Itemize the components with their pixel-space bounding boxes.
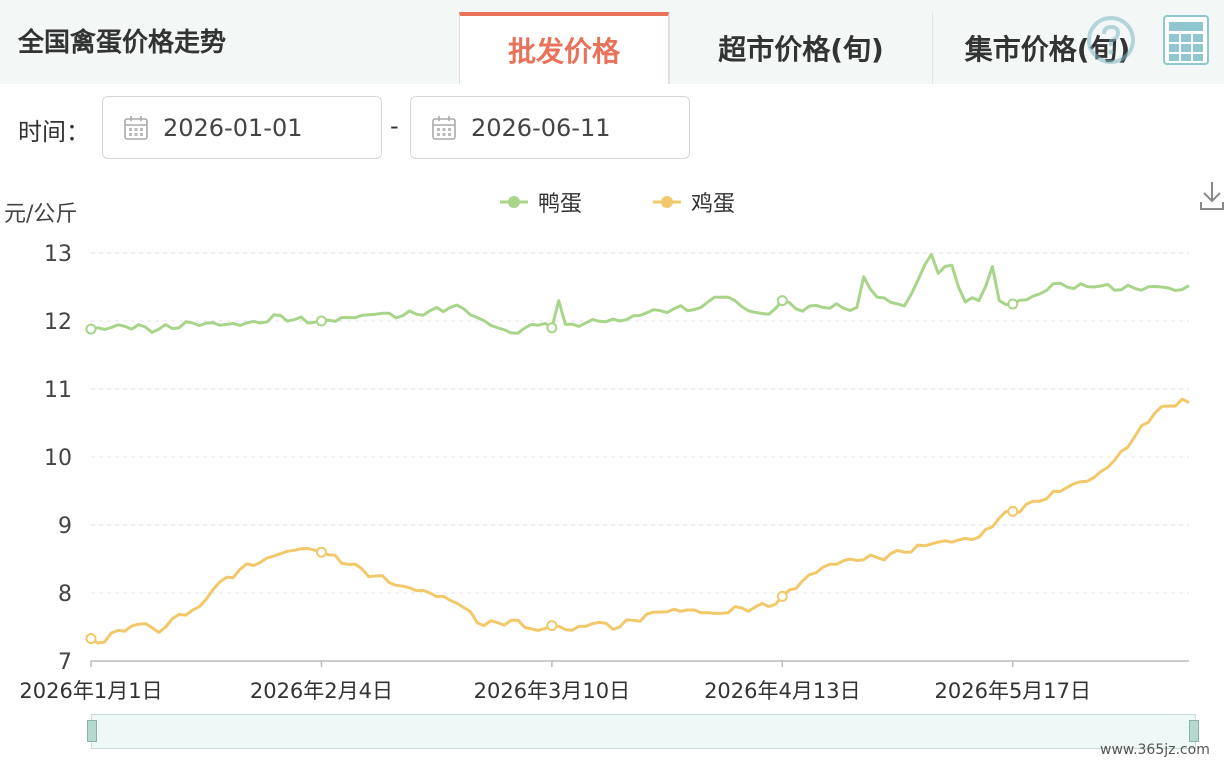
y-tick-label: 13	[44, 242, 72, 267]
data-point-chicken-egg[interactable]	[546, 620, 558, 632]
data-point-duck-egg[interactable]	[546, 322, 558, 334]
y-tick-label: 10	[44, 446, 72, 471]
x-tick-label: 2026年3月10日	[474, 679, 631, 703]
data-point-duck-egg[interactable]	[85, 323, 97, 335]
calendar-icon	[124, 115, 148, 140]
y-tick-label: 9	[58, 514, 72, 539]
y-axis-unit-label: 元/公斤	[4, 202, 78, 227]
time-label: 时间：	[18, 118, 90, 146]
download-icon[interactable]	[1199, 180, 1224, 212]
page-title: 全国禽蛋价格走势	[18, 28, 227, 58]
data-point-duck-egg[interactable]	[776, 295, 788, 307]
x-tick-label: 2026年2月4日	[250, 679, 393, 703]
tab-wholesale-price[interactable]: 批发价格	[459, 12, 669, 84]
legend-line-chicken-icon	[653, 196, 681, 208]
zoom-handle-left[interactable]	[87, 720, 97, 742]
series-line-chicken-egg[interactable]	[90, 397, 1190, 645]
legend-label-chicken-egg: 鸡蛋	[691, 192, 736, 217]
data-point-chicken-egg[interactable]	[315, 546, 327, 558]
y-tick-label: 8	[58, 582, 72, 607]
x-tick-label: 2026年1月1日	[19, 679, 162, 703]
data-zoom-slider[interactable]	[91, 714, 1196, 749]
legend-label-duck-egg: 鸭蛋	[538, 192, 583, 217]
tab-supermarket-price[interactable]: 超市价格(旬)	[669, 12, 932, 84]
legend-item-chicken-egg[interactable]: 鸡蛋	[653, 186, 735, 218]
data-point-duck-egg[interactable]	[315, 315, 327, 327]
data-point-chicken-egg[interactable]	[776, 590, 788, 602]
table-icon[interactable]	[1163, 15, 1209, 65]
end-date-picker[interactable]: 2026-06-11	[410, 96, 690, 159]
legend-item-duck-egg[interactable]: 鸭蛋	[500, 186, 582, 218]
watermark-text: www.365jz.com	[1100, 742, 1210, 758]
price-line-chart: 7 8 9 10 11 12 13 2026年1月1日 2026年2月4日 2026年3月10日 2…	[19, 242, 1190, 703]
data-point-duck-egg[interactable]	[1007, 298, 1019, 310]
series-line-duck-egg[interactable]	[90, 252, 1190, 335]
start-date-value: 2026-01-01	[163, 113, 303, 142]
x-tick-label: 2026年5月17日	[935, 679, 1092, 703]
y-tick-label: 12	[44, 310, 72, 335]
zoom-handle-right[interactable]	[1189, 720, 1199, 742]
legend-line-duck-icon	[500, 196, 528, 208]
y-tick-label: 7	[58, 650, 72, 675]
date-range-separator: -	[390, 112, 399, 140]
data-point-chicken-egg[interactable]	[1007, 505, 1019, 517]
y-tick-label: 11	[44, 378, 72, 403]
data-point-chicken-egg[interactable]	[85, 633, 97, 645]
end-date-value: 2026-06-11	[471, 113, 611, 142]
x-tick-label: 2026年4月13日	[704, 679, 861, 703]
start-date-picker[interactable]: 2026-01-01	[102, 96, 382, 159]
calendar-icon	[432, 115, 456, 140]
help-icon[interactable]	[1086, 15, 1136, 65]
